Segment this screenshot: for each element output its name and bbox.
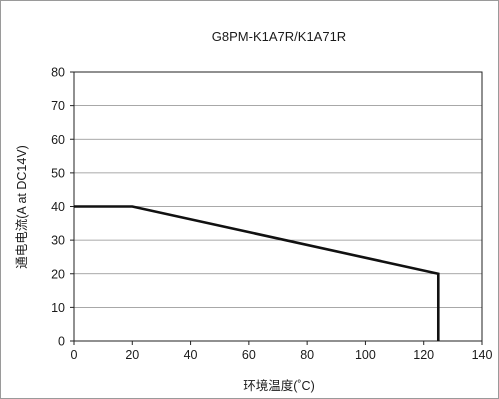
y-tick-label-0: 0 bbox=[58, 335, 65, 349]
y-tick-label-30: 30 bbox=[51, 234, 65, 248]
y-tick-label-80: 80 bbox=[51, 66, 65, 80]
y-axis: 0 10 20 30 40 50 60 70 80 bbox=[51, 66, 74, 349]
x-tick-label-40: 40 bbox=[184, 348, 198, 362]
x-tick-label-120: 120 bbox=[413, 348, 434, 362]
y-tick-label-10: 10 bbox=[51, 301, 65, 315]
y-tick-label-20: 20 bbox=[51, 267, 65, 281]
x-tick-label-20: 20 bbox=[125, 348, 139, 362]
x-axis: 0 20 40 60 80 100 120 140 bbox=[71, 341, 493, 362]
x-axis-label: 环境温度(˚C) bbox=[243, 378, 315, 393]
y-tick-label-40: 40 bbox=[51, 200, 65, 214]
x-tick-label-140: 140 bbox=[472, 348, 493, 362]
y-axis-label: 通电电流(A at DC14V) bbox=[15, 145, 29, 269]
y-tick-label-60: 60 bbox=[51, 133, 65, 147]
x-tick-label-100: 100 bbox=[355, 348, 376, 362]
y-tick-label-50: 50 bbox=[51, 166, 65, 180]
y-tick-label-70: 70 bbox=[51, 99, 65, 113]
x-tick-label-80: 80 bbox=[300, 348, 314, 362]
chart-title: G8PM-K1A7R/K1A71R bbox=[212, 29, 346, 44]
x-tick-label-0: 0 bbox=[71, 348, 78, 362]
gridlines bbox=[74, 105, 482, 308]
x-tick-label-60: 60 bbox=[242, 348, 256, 362]
series-line bbox=[74, 205, 440, 341]
